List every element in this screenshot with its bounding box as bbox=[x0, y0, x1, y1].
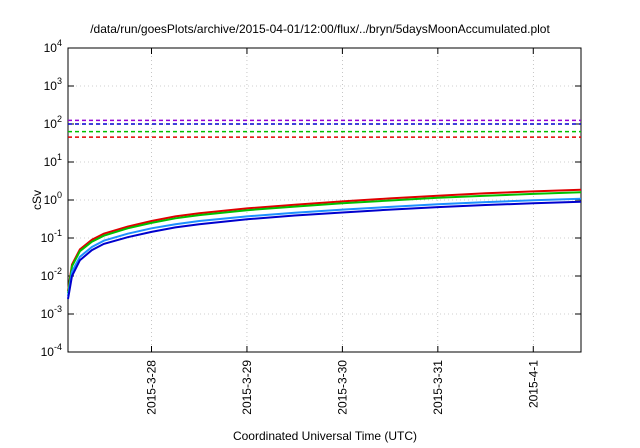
series-line bbox=[67, 188, 582, 292]
x-tick-label: 2015-3-31 bbox=[431, 360, 445, 415]
y-tick-label: 10-2 bbox=[41, 266, 62, 283]
x-tick-label: 2015-3-29 bbox=[240, 360, 254, 415]
series-line bbox=[67, 197, 582, 297]
y-tick-label: 10-3 bbox=[41, 304, 62, 321]
chart-title: /data/run/goesPlots/archive/2015-04-01/1… bbox=[90, 22, 550, 36]
series-line bbox=[67, 191, 582, 294]
y-tick-label: 10-1 bbox=[41, 228, 62, 245]
x-tick-label: 2015-4-1 bbox=[526, 360, 540, 408]
y-tick-label: 104 bbox=[44, 38, 62, 55]
series-line bbox=[67, 200, 582, 300]
y-tick-label: 101 bbox=[44, 152, 62, 169]
x-axis-label: Coordinated Universal Time (UTC) bbox=[232, 429, 418, 443]
y-tick-label: 100 bbox=[44, 190, 62, 207]
y-tick-label: 102 bbox=[44, 114, 62, 131]
y-tick-label: 10-4 bbox=[41, 342, 62, 359]
y-tick-label: 103 bbox=[44, 76, 62, 93]
x-tick-label: 2015-3-28 bbox=[145, 360, 159, 415]
x-tick-label: 2015-3-30 bbox=[335, 360, 349, 415]
